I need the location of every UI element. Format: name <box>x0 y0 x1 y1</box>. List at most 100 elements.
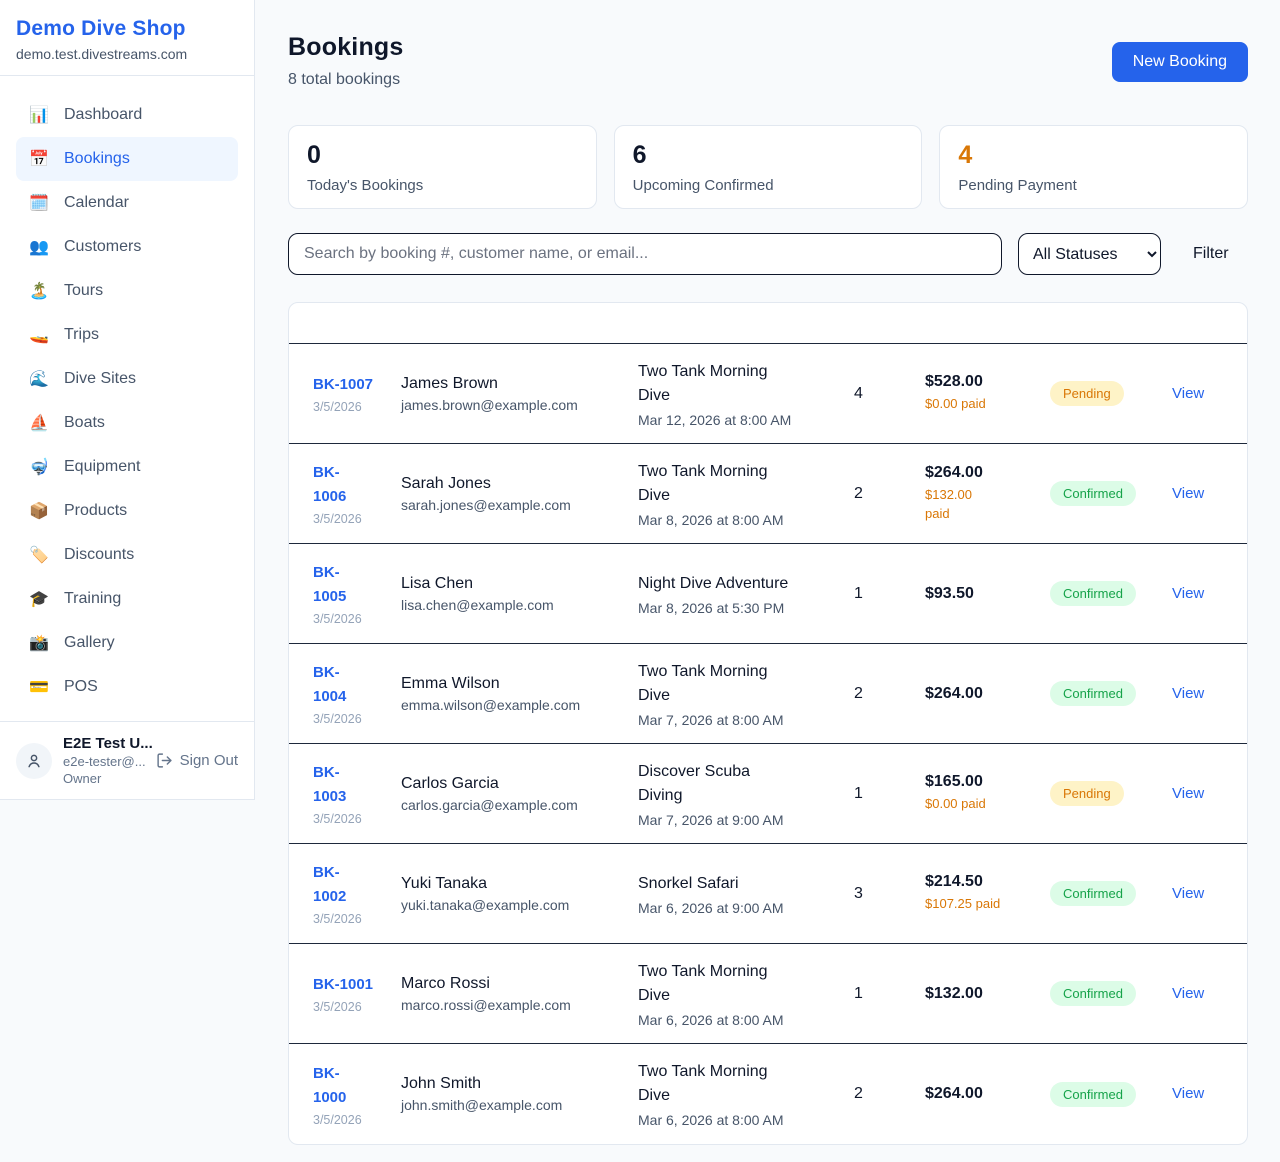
sign-out-button[interactable]: Sign Out <box>156 752 238 769</box>
customer-email: marco.rossi@example.com <box>401 996 571 1013</box>
sidebar-item-dashboard[interactable]: 📊 Dashboard <box>16 93 238 137</box>
customer-email: yuki.tanaka@example.com <box>401 896 570 913</box>
pax-count: 2 <box>854 684 863 702</box>
table-body: BK-1007 3/5/2026 James Brown james.brown… <box>289 344 1247 1144</box>
sidebar-item-label: Boats <box>64 414 105 431</box>
booking-id-link[interactable]: BK- 1003 <box>313 764 347 805</box>
search-input[interactable] <box>288 233 1002 275</box>
customer-name: Yuki Tanaka <box>401 874 487 892</box>
total-amount: $264.00 <box>925 1085 983 1102</box>
trip-time: Mar 8, 2026 at 8:00 AM <box>638 511 784 528</box>
booking-id-link[interactable]: BK- 1000 <box>313 1064 347 1106</box>
sidebar-item-trips[interactable]: 🚤 Trips <box>16 313 238 357</box>
view-link[interactable]: View <box>1172 1085 1205 1102</box>
pax-count: 2 <box>854 484 863 502</box>
view-link[interactable]: View <box>1172 984 1205 1002</box>
sidebar-item-label: Trips <box>64 326 99 343</box>
sidebar-item-dive-sites[interactable]: 🌊 Dive Sites <box>16 357 238 401</box>
table-row: BK-1001 3/5/2026 Marco Rossi marco.rossi… <box>289 944 1247 1044</box>
booking-date: 3/5/2026 <box>313 612 362 626</box>
booking-id-link[interactable]: BK- 1002 <box>313 864 347 905</box>
stat-value: 4 <box>958 141 973 169</box>
stat-label: Today's Bookings <box>307 177 424 194</box>
sidebar-item-tours[interactable]: 🏝️ Tours <box>16 269 238 313</box>
calendar-icon: 📅 <box>29 151 49 168</box>
booking-date: 3/5/2026 <box>313 400 362 414</box>
customer-name: Sarah Jones <box>401 474 491 492</box>
view-link[interactable]: View <box>1172 884 1205 902</box>
trip-name: Discover Scuba Diving <box>638 762 751 804</box>
sidebar-item-training[interactable]: 🎓 Training <box>16 577 238 621</box>
customer-email: james.brown@example.com <box>401 396 578 413</box>
sidebar-item-calendar[interactable]: 🗓️ Calendar <box>16 181 238 225</box>
sidebar-item-label: Dive Sites <box>64 370 137 387</box>
sidebar-item-boats[interactable]: ⛵ Boats <box>16 401 238 445</box>
status-badge: Confirmed <box>1050 881 1136 906</box>
total-amount: $93.50 <box>925 584 974 602</box>
sidebar-item-bookings[interactable]: 📅 Bookings <box>16 137 238 181</box>
new-booking-button[interactable]: New Booking <box>1111 42 1248 82</box>
table-row: BK- 1003 3/5/2026 Carlos Garcia carlos.g… <box>289 744 1247 844</box>
paid-amount: $0.00 paid <box>925 396 986 412</box>
sidebar: Demo Dive Shop demo.test.divestreams.com… <box>0 0 255 800</box>
people-icon: 👥 <box>29 239 49 256</box>
sidebar-item-customers[interactable]: 👥 Customers <box>16 225 238 269</box>
view-link[interactable]: View <box>1172 684 1205 702</box>
customer-name: James Brown <box>401 374 498 392</box>
package-icon: 📦 <box>29 503 49 520</box>
stats-cards: 0 Today's Bookings 6 Upcoming Confirmed … <box>288 125 1249 209</box>
sidebar-nav: 📊 Dashboard 📅 Bookings 🗓️ Calendar 👥 Cus… <box>0 76 254 721</box>
customer-name: Emma Wilson <box>401 674 500 692</box>
sidebar-item-label: Customers <box>64 238 142 255</box>
view-link[interactable]: View <box>1172 384 1205 402</box>
trip-time: Mar 12, 2026 at 8:00 AM <box>638 411 792 428</box>
total-amount: $528.00 <box>925 373 983 391</box>
status-badge: Confirmed <box>1050 481 1136 506</box>
booking-date: 3/5/2026 <box>313 1112 362 1127</box>
trip-name: Night Dive Adventure <box>638 574 789 592</box>
sidebar-item-pos[interactable]: 💳 POS <box>16 665 238 709</box>
pax-count: 2 <box>854 1085 863 1102</box>
booking-id-link[interactable]: BK-1001 <box>313 976 374 993</box>
pax-count: 1 <box>854 784 863 802</box>
user-name: E2E Test U... <box>63 735 153 752</box>
sidebar-item-label: Bookings <box>64 150 130 167</box>
brand-name: Demo Dive Shop <box>16 17 186 40</box>
view-link[interactable]: View <box>1172 584 1205 602</box>
diving-mask-icon: 🤿 <box>29 459 49 476</box>
tag-icon: 🏷️ <box>29 547 49 564</box>
view-link[interactable]: View <box>1172 784 1205 802</box>
trip-name: Two Tank Morning Dive <box>638 662 768 704</box>
booking-id-link[interactable]: BK- 1005 <box>313 564 347 605</box>
credit-card-icon: 💳 <box>29 679 49 696</box>
person-icon <box>28 754 40 767</box>
trip-time: Mar 6, 2026 at 8:00 AM <box>638 1011 784 1028</box>
status-badge: Pending <box>1050 381 1124 406</box>
sidebar-item-gallery[interactable]: 📸 Gallery <box>16 621 238 665</box>
sidebar-item-label: Training <box>64 590 122 607</box>
status-select[interactable]: All Statuses <box>1018 233 1161 275</box>
filter-button[interactable]: Filter <box>1193 245 1229 262</box>
stat-value: 6 <box>632 141 647 169</box>
speedboat-icon: 🚤 <box>29 327 49 344</box>
table-row: BK- 1005 3/5/2026 Lisa Chen lisa.chen@ex… <box>289 544 1247 644</box>
customer-name: Marco Rossi <box>401 974 490 992</box>
total-amount: $165.00 <box>925 773 983 791</box>
booking-id-link[interactable]: BK- 1004 <box>313 664 347 705</box>
sidebar-item-discounts[interactable]: 🏷️ Discounts <box>16 533 238 577</box>
booking-id-link[interactable]: BK- 1006 <box>313 464 347 505</box>
table-row: BK- 1000 3/5/2026 John Smith john.smith@… <box>289 1044 1247 1144</box>
page-title: Bookings <box>288 33 404 61</box>
booking-id-link[interactable]: BK-1007 <box>313 376 374 393</box>
trip-time: Mar 7, 2026 at 9:00 AM <box>638 811 784 828</box>
paid-amount: $132.00 paid <box>925 486 972 521</box>
paid-amount: $0.00 paid <box>925 796 986 812</box>
sidebar-item-products[interactable]: 📦 Products <box>16 489 238 533</box>
view-link[interactable]: View <box>1172 484 1205 502</box>
sidebar-item-label: Discounts <box>64 546 135 563</box>
paid-amount: $107.25 paid <box>925 896 1001 912</box>
page-header: Bookings 8 total bookings New Booking <box>288 33 1248 89</box>
logout-icon <box>157 753 172 768</box>
table-row: BK-1007 3/5/2026 James Brown james.brown… <box>289 344 1247 444</box>
sidebar-item-equipment[interactable]: 🤿 Equipment <box>16 445 238 489</box>
